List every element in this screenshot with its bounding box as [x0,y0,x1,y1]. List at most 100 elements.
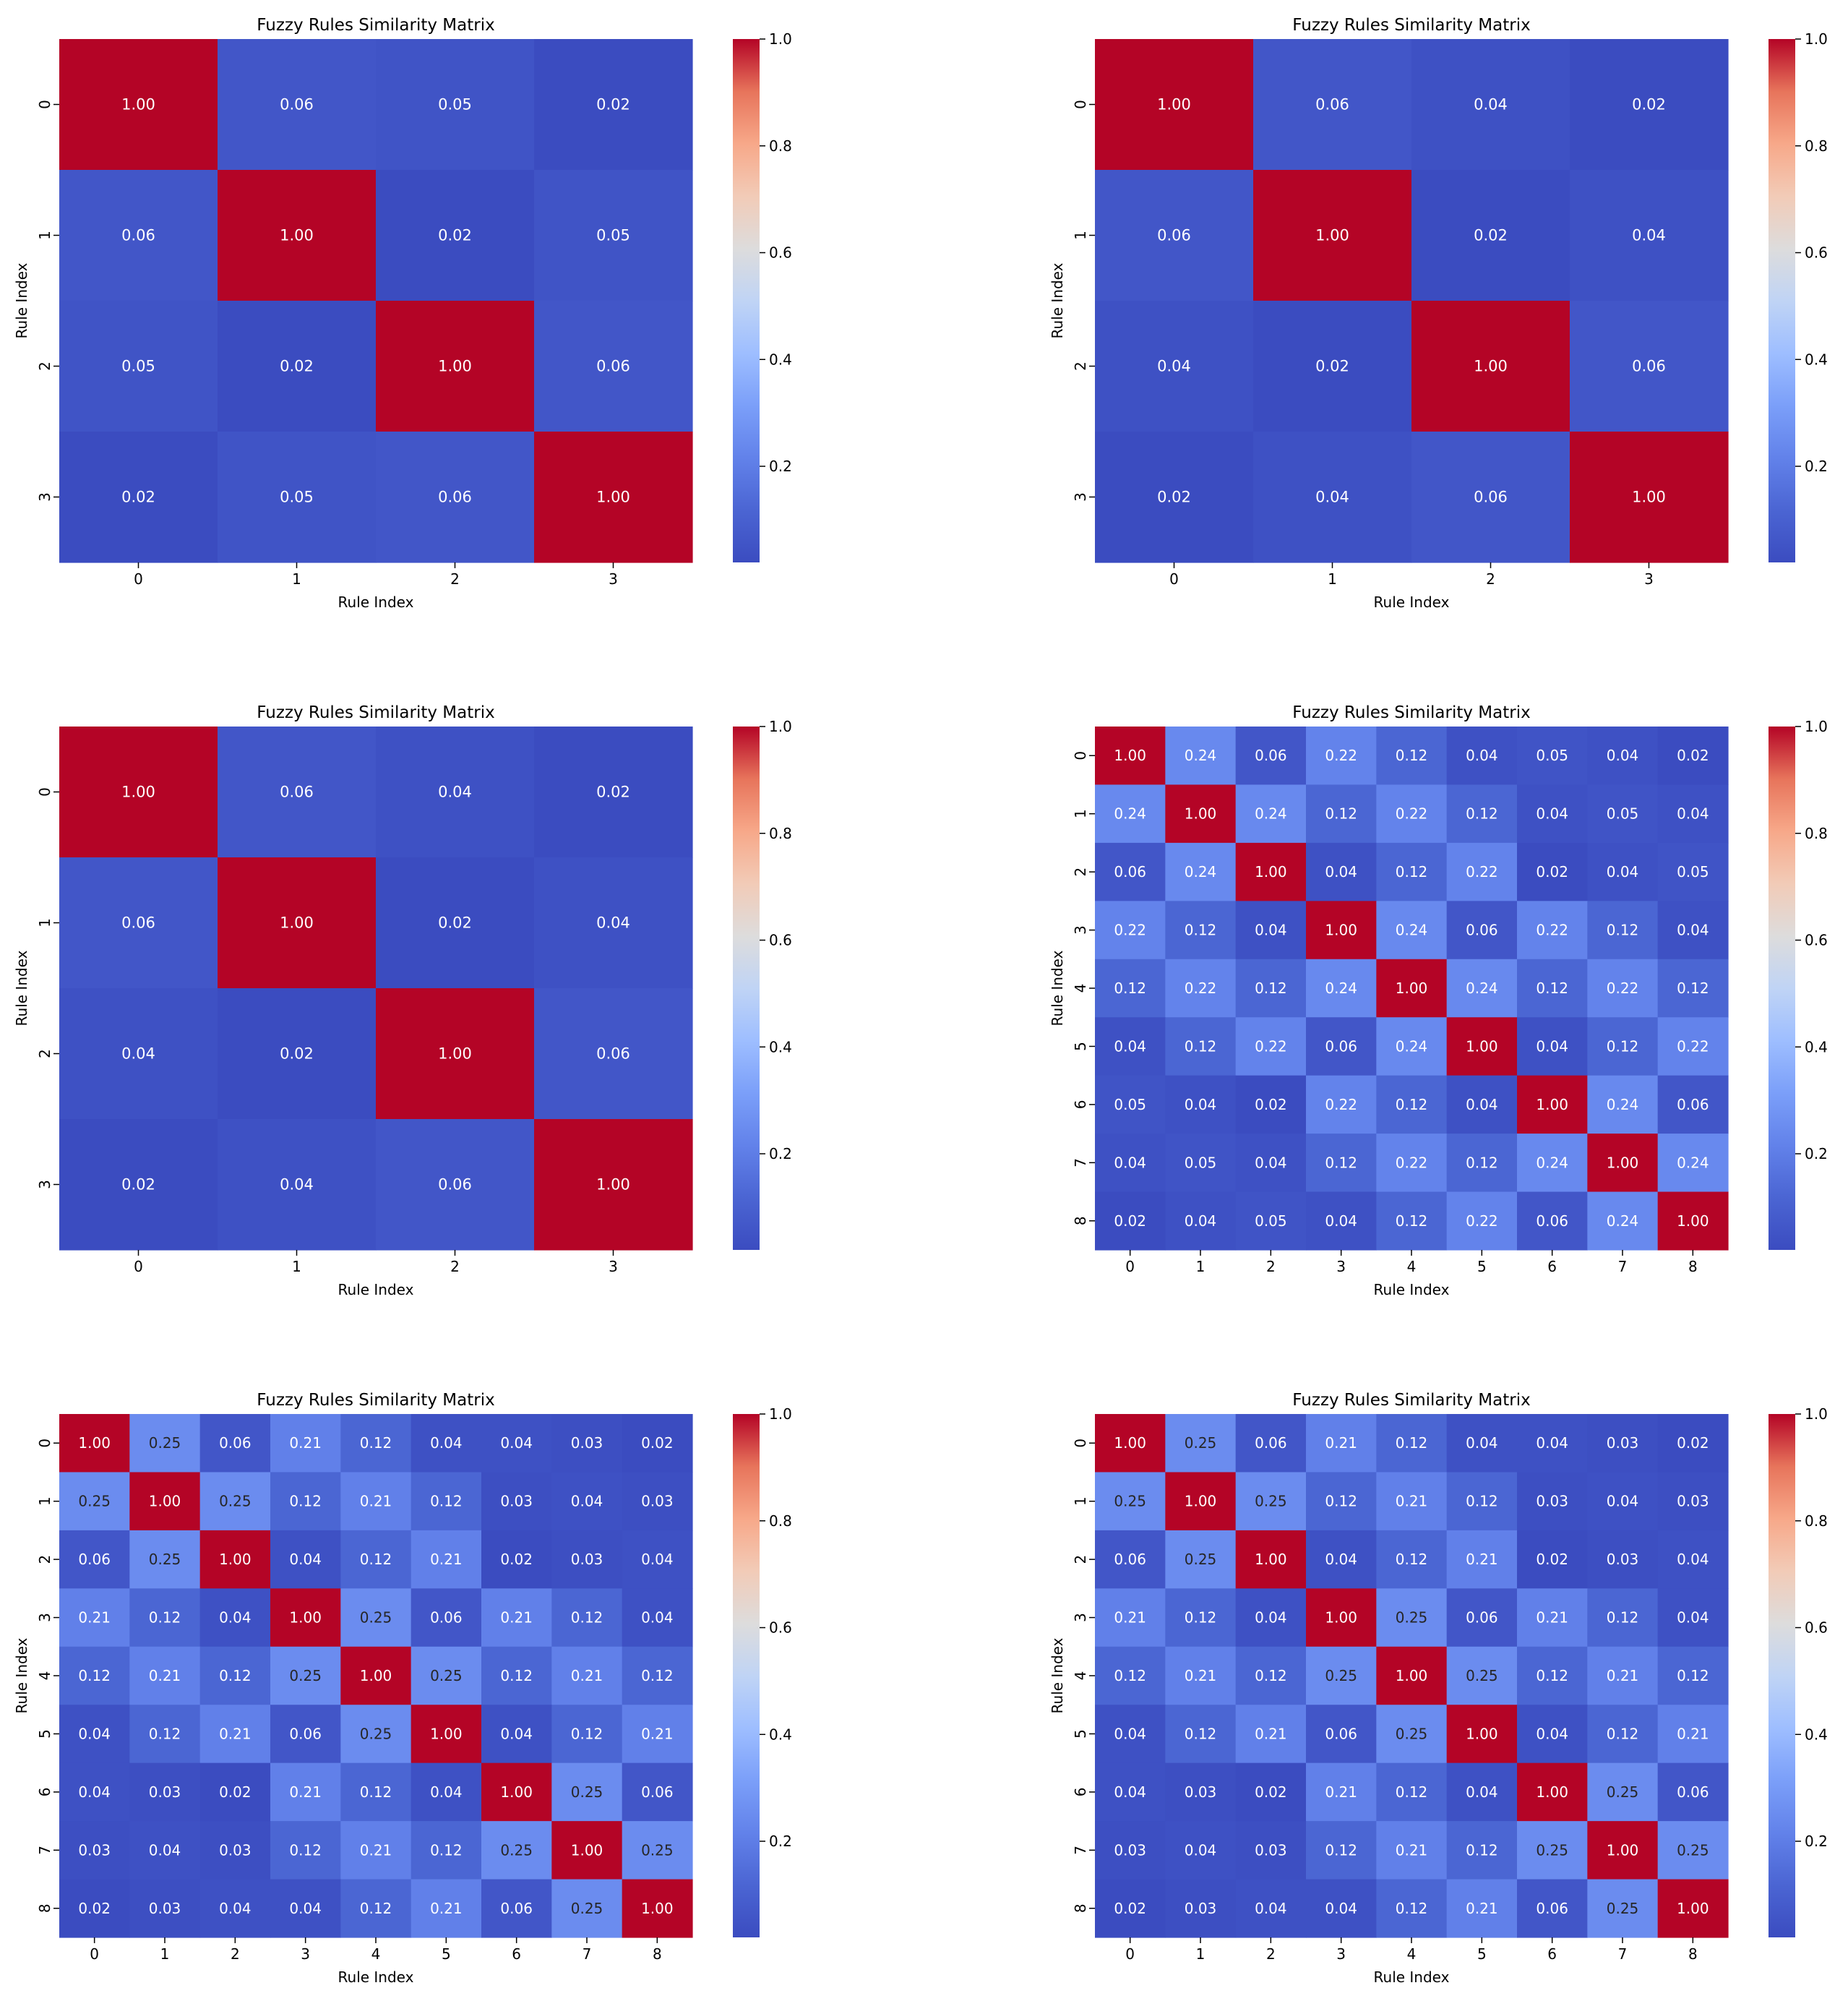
cell-value-label: 0.04 [1325,863,1357,880]
heatmap-panel-2: 1.00 0.06 0.04 0.020.06 1.00 0.02 0.040.04 0.02… [13,703,792,1298]
cell-value-label: 0.12 [149,1609,181,1627]
heatmap-cell [411,1705,482,1764]
heatmap-cell [481,1530,552,1589]
cell-value-label: 0.03 [1607,1551,1639,1568]
cell-value-label: 0.06 [1677,1096,1709,1113]
cell-value-label: 0.22 [1607,980,1639,997]
heatmap-cell [481,1821,552,1880]
colorbar-tick-label: 0.2 [1805,1145,1828,1162]
heatmap-cell [1095,1646,1166,1705]
cell-value-label: 0.12 [1114,980,1146,997]
colorbar-tick-label: 0.6 [1805,932,1828,949]
heatmap-cell [1657,1414,1729,1473]
heatmap-cell [551,1821,623,1880]
cell-value-label: 0.04 [1536,1434,1568,1452]
cell-value-label: 1.00 [438,358,472,375]
heatmap-cell [534,857,693,989]
heatmap-cell [534,170,693,301]
cell-value-label: 0.06 [1157,227,1191,244]
cell-value-label: 1.00 [571,1841,603,1859]
cell-value-label: 1.00 [1255,1551,1287,1568]
cell-value-label: 1.00 [500,1783,533,1801]
cell-value-label: 0.12 [571,1725,603,1742]
heatmap-cell [1095,901,1166,960]
cell-value-label: 0.21 [1396,1841,1428,1859]
heatmap-cell [376,170,535,301]
heatmap-cell [199,1879,271,1938]
heatmap-cell [1517,1588,1588,1647]
y-tick-label: 5 [36,1729,53,1739]
cell-value-label: 0.02 [1536,863,1568,880]
heatmap-cell [1587,1075,1659,1134]
colorbar-tick-label: 0.2 [1805,458,1828,475]
heatmap-cell [1165,727,1237,786]
cell-value-label: 0.03 [571,1434,603,1452]
cell-value-label: 1.00 [1466,1037,1498,1055]
heatmap-cell [1235,1646,1307,1705]
heatmap-cell [1570,170,1729,301]
cell-value-label: 1.00 [121,784,155,801]
cell-value-label: 0.25 [1396,1609,1428,1627]
cell-value-label: 0.03 [1255,1841,1287,1859]
heatmap-cell [411,1821,482,1880]
cell-value-label: 0.12 [1325,1493,1357,1510]
cell-value-label: 1.00 [1185,805,1217,823]
cell-value-label: 0.12 [641,1667,674,1684]
y-tick-label: 1 [1072,231,1089,240]
x-tick-label: 6 [1547,1945,1557,1963]
cell-value-label: 0.22 [1185,980,1217,997]
y-tick-label: 0 [1072,1439,1089,1448]
cell-value-label: 0.12 [1185,922,1217,939]
heatmap-cell [1517,1134,1588,1193]
cell-value-label: 0.06 [1632,358,1666,375]
cell-value-label: 0.03 [219,1841,252,1859]
x-tick-label: 6 [1547,1258,1557,1275]
x-axis-label: Rule Index [1374,594,1450,611]
colorbar-tick-label: 0.4 [769,1726,792,1743]
heatmap-cell [1587,1191,1659,1251]
cell-value-label: 0.06 [280,96,314,113]
heatmap-cell [1446,1879,1518,1938]
heatmap-cell [1376,1588,1448,1647]
x-axis-label: Rule Index [1374,1281,1450,1298]
cell-value-label: 0.12 [1607,1725,1639,1742]
cell-value-label: 0.12 [289,1841,322,1859]
cell-value-label: 0.05 [1185,1154,1217,1171]
cell-value-label: 0.04 [500,1725,533,1742]
cell-value-label: 0.25 [1677,1841,1709,1859]
cell-value-label: 0.25 [500,1841,533,1859]
heatmap-cell [1587,1414,1659,1473]
y-tick-label: 3 [1072,925,1089,935]
cell-value-label: 0.21 [430,1900,463,1917]
heatmap-cell [199,1588,271,1647]
colorbar-tick-label: 0.8 [1805,825,1828,842]
heatmap-cell [1657,1588,1729,1647]
cell-value-label: 0.06 [78,1551,111,1568]
cell-value-label: 0.02 [280,358,314,375]
heatmap-cell [218,1119,377,1251]
heatmap-cell [59,1705,130,1764]
colorbar-tick-label: 1.0 [769,718,792,735]
cell-value-label: 0.04 [641,1609,674,1627]
heatmap-cell [376,1119,535,1251]
cell-value-label: 0.25 [641,1841,674,1859]
heatmap-cell [199,1705,271,1764]
cell-value-label: 0.04 [1185,1096,1217,1113]
cell-value-label: 0.04 [1325,1551,1357,1568]
heatmap-cell [199,1414,271,1473]
heatmap-cell [1165,1017,1237,1076]
y-tick-label: 3 [36,1180,53,1189]
heatmap-cell [534,1119,693,1251]
cell-value-label: 0.21 [1325,1434,1357,1452]
cell-value-label: 0.21 [360,1493,392,1510]
x-tick-label: 8 [1688,1258,1698,1275]
y-tick-label: 2 [36,1555,53,1564]
heatmap-cell [218,988,377,1120]
heatmap-cell [551,1530,623,1589]
heatmap-cell [1411,432,1570,563]
colorbar [1769,1414,1795,1937]
cell-value-label: 0.21 [360,1841,392,1859]
chart-title: Fuzzy Rules Similarity Matrix [1292,703,1530,722]
cell-value-label: 0.06 [1325,1725,1357,1742]
cell-value-label: 1.00 [596,1176,630,1194]
